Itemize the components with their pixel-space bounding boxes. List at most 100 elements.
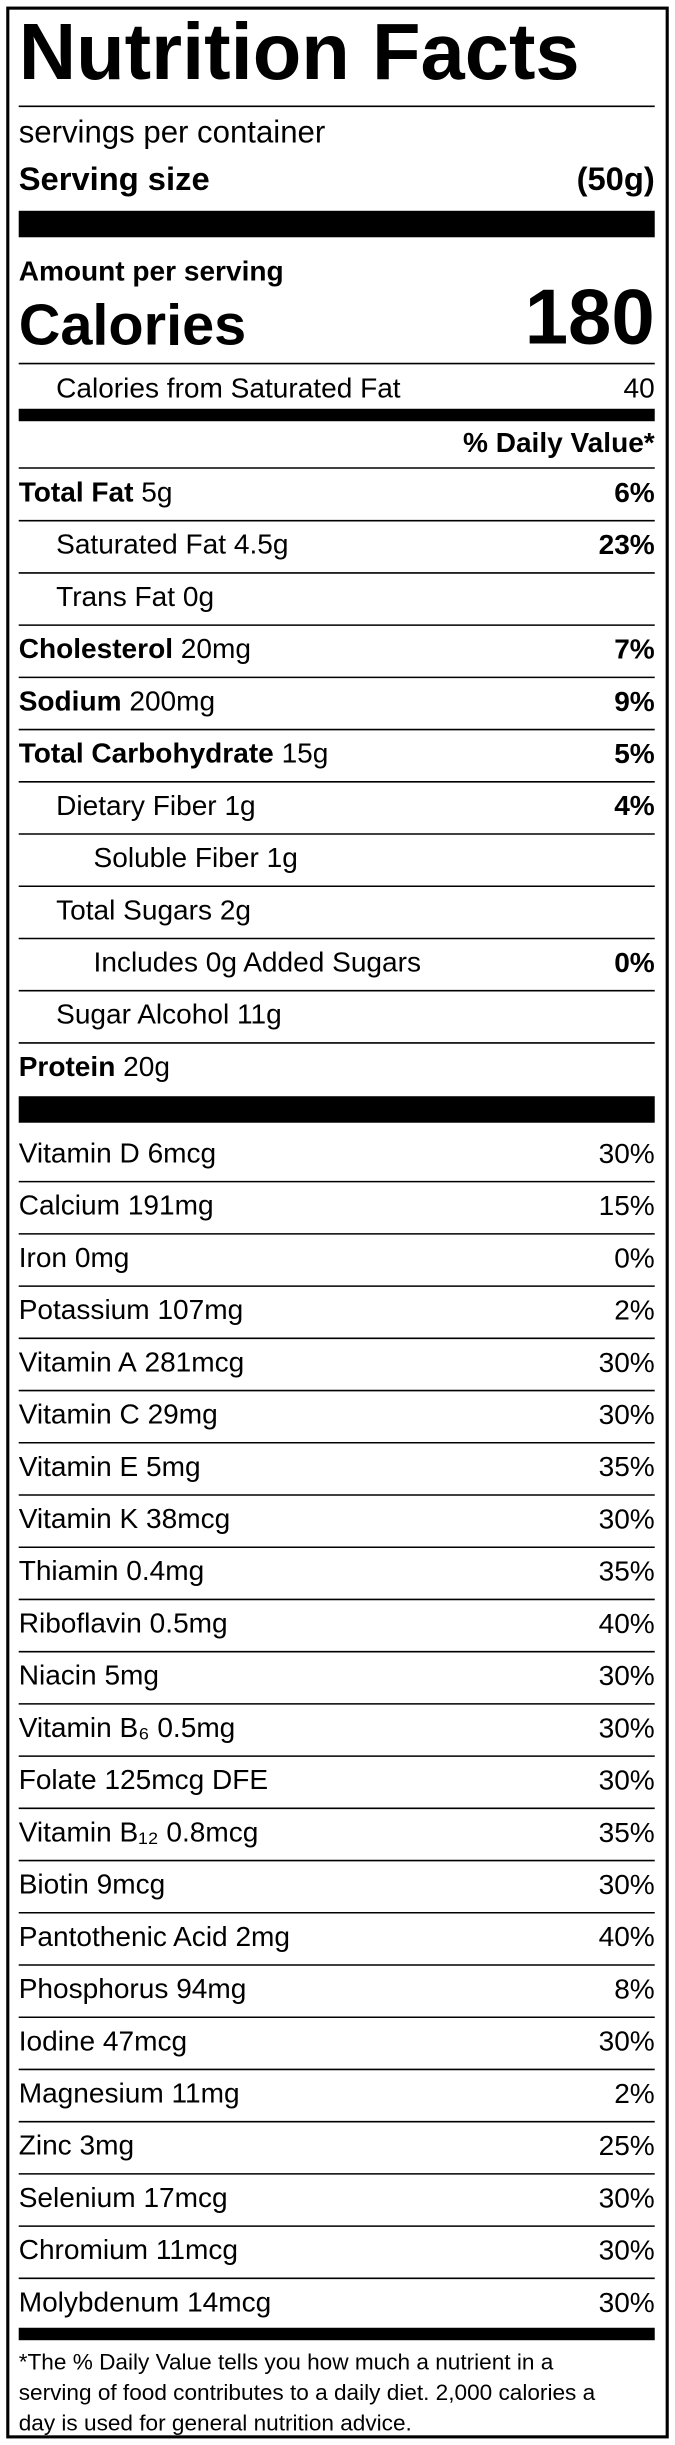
nutrient-row: Pantothenic Acid 2mg (19, 1921, 290, 1952)
nutrient-name: Total Sugars (56, 895, 212, 926)
nutrient-amount: 4.5g (234, 529, 289, 560)
nutrient-name: Potassium (19, 1295, 150, 1326)
nutrient-row: Soluble Fiber 1g (94, 842, 298, 873)
nutrient-name: Selenium (19, 2182, 136, 2213)
daily-value: 30% (599, 1765, 655, 1796)
daily-value: 30% (599, 1660, 655, 1691)
nutrient-amount: 0.8mcg (166, 1817, 258, 1848)
nutrient-name: Calcium (19, 1190, 120, 1221)
daily-value: 6% (614, 477, 655, 508)
nutrient-amount: 94mg (176, 1973, 246, 2004)
nutrient-amount: 14mcg (187, 2287, 271, 2318)
nutrient-amount: 2mg (235, 1921, 290, 1952)
nutrient-row: Protein 20g (19, 1051, 170, 1082)
calories-value: 180 (525, 273, 655, 361)
daily-value: 30% (599, 2026, 655, 2057)
daily-value: 4% (614, 790, 655, 821)
daily-value: 25% (599, 2130, 655, 2161)
nutrient-name: Soluble Fiber (94, 842, 259, 873)
nutrient-row: Niacin 5mg (19, 1660, 159, 1691)
nutrient-amount: 0.4mg (126, 1556, 204, 1587)
daily-value: 9% (614, 686, 655, 717)
nutrient-row: Folate 125mcg DFE (19, 1765, 268, 1796)
border (6, 6, 669, 2439)
nutrient-amount: 107mg (157, 1295, 243, 1326)
nutrient-row: Vitamin B₁₂ 0.8mcg (19, 1817, 259, 1848)
title: Nutrition Facts (19, 7, 580, 96)
nutrient-row: Thiamin 0.4mg (19, 1556, 205, 1587)
nutrient-name: Protein (19, 1051, 116, 1082)
nutrient-name: Vitamin D (19, 1138, 140, 1169)
nutrient-name: Molybdenum (19, 2287, 180, 2318)
nutrient-amount: 0.5mg (150, 1608, 228, 1639)
nutrient-name: Iron (19, 1242, 67, 1273)
nutrient-name: Iodine (19, 2026, 95, 2057)
nutrient-name: Saturated Fat (56, 529, 226, 560)
nutrient-name: Niacin (19, 1660, 97, 1691)
nutrient-amount: 5mg (146, 1451, 201, 1482)
daily-value: 40% (599, 1608, 655, 1639)
daily-value: 30% (599, 2182, 655, 2213)
sat-fat-calories-label: Calories from Saturated Fat (56, 372, 401, 403)
nutrient-row: Iron 0mg (19, 1242, 130, 1273)
nutrient-row: Sugar Alcohol 11g (56, 999, 282, 1030)
nutrient-amount: 1g (267, 842, 298, 873)
nutrient-row: Vitamin K 38mcg (19, 1503, 231, 1534)
daily-value: 30% (599, 1712, 655, 1743)
nutrient-amount: 200mg (129, 686, 215, 717)
nutrient-amount: 20mg (181, 634, 251, 665)
daily-value: 0% (614, 947, 655, 978)
nutrient-row: Iodine 47mcg (19, 2026, 187, 2057)
amount-label: Amount per serving (19, 256, 284, 287)
nutrient-amount: 29mg (148, 1399, 218, 1430)
nutrient-amount: 47mcg (103, 2026, 187, 2057)
nutrient-row: Calcium 191mg (19, 1190, 214, 1221)
daily-value: 0% (614, 1242, 655, 1273)
nutrient-row: Sodium 200mg (19, 686, 215, 717)
daily-value-header: % Daily Value* (463, 427, 655, 458)
daily-value: 15% (599, 1190, 655, 1221)
nutrient-row: Vitamin A 281mcg (19, 1347, 245, 1378)
nutrient-name: Includes 0g Added Sugars (94, 947, 421, 978)
nutrient-amount: 3mg (80, 2130, 135, 2161)
daily-value: 2% (614, 2078, 655, 2109)
daily-value: 30% (599, 1347, 655, 1378)
nutrient-row: Zinc 3mg (19, 2130, 134, 2161)
daily-value: 35% (599, 1556, 655, 1587)
nutrient-name: Total Fat (19, 477, 134, 508)
nutrient-name: Magnesium (19, 2078, 164, 2109)
nutrient-name: Sodium (19, 686, 122, 717)
nutrient-amount: 125mcg DFE (104, 1765, 268, 1796)
nutrient-name: Biotin (19, 1869, 89, 1900)
nutrient-name: Zinc (19, 2130, 72, 2161)
nutrient-name: Vitamin A (19, 1347, 137, 1378)
serving-size-label: Serving size (19, 160, 210, 197)
nutrient-name: Vitamin C (19, 1399, 140, 1430)
daily-value: 7% (614, 634, 655, 665)
daily-value: 30% (599, 2287, 655, 2318)
nutrient-row: Vitamin C 29mg (19, 1399, 218, 1430)
nutrient-amount: 5mg (104, 1660, 159, 1691)
daily-value: 30% (599, 1869, 655, 1900)
nutrient-amount: 0.5mg (157, 1712, 235, 1743)
thick-rule (18, 2327, 655, 2341)
nutrient-name: Trans Fat (56, 581, 175, 612)
nutrient-amount: 17mcg (143, 2182, 227, 2213)
nutrient-amount: 6mcg (148, 1138, 217, 1169)
daily-value: 35% (599, 1817, 655, 1848)
daily-value: 5% (614, 738, 655, 769)
nutrient-name: Chromium (19, 2235, 148, 2266)
nutrient-amount: 191mg (128, 1190, 214, 1221)
nutrient-amount: 0mg (75, 1242, 130, 1273)
nutrient-amount: 9mcg (97, 1869, 166, 1900)
nutrient-amount: 0g (183, 581, 214, 612)
nutrient-name: Vitamin B₆ (19, 1712, 150, 1743)
daily-value: 23% (599, 529, 655, 560)
nutrient-row: Molybdenum 14mcg (19, 2287, 272, 2318)
nutrient-amount: 15g (282, 738, 329, 769)
nutrient-row: Magnesium 11mg (19, 2078, 240, 2109)
thick-rule (18, 408, 655, 422)
serving-size: (50g) (577, 160, 655, 197)
daily-value: 40% (599, 1921, 655, 1952)
